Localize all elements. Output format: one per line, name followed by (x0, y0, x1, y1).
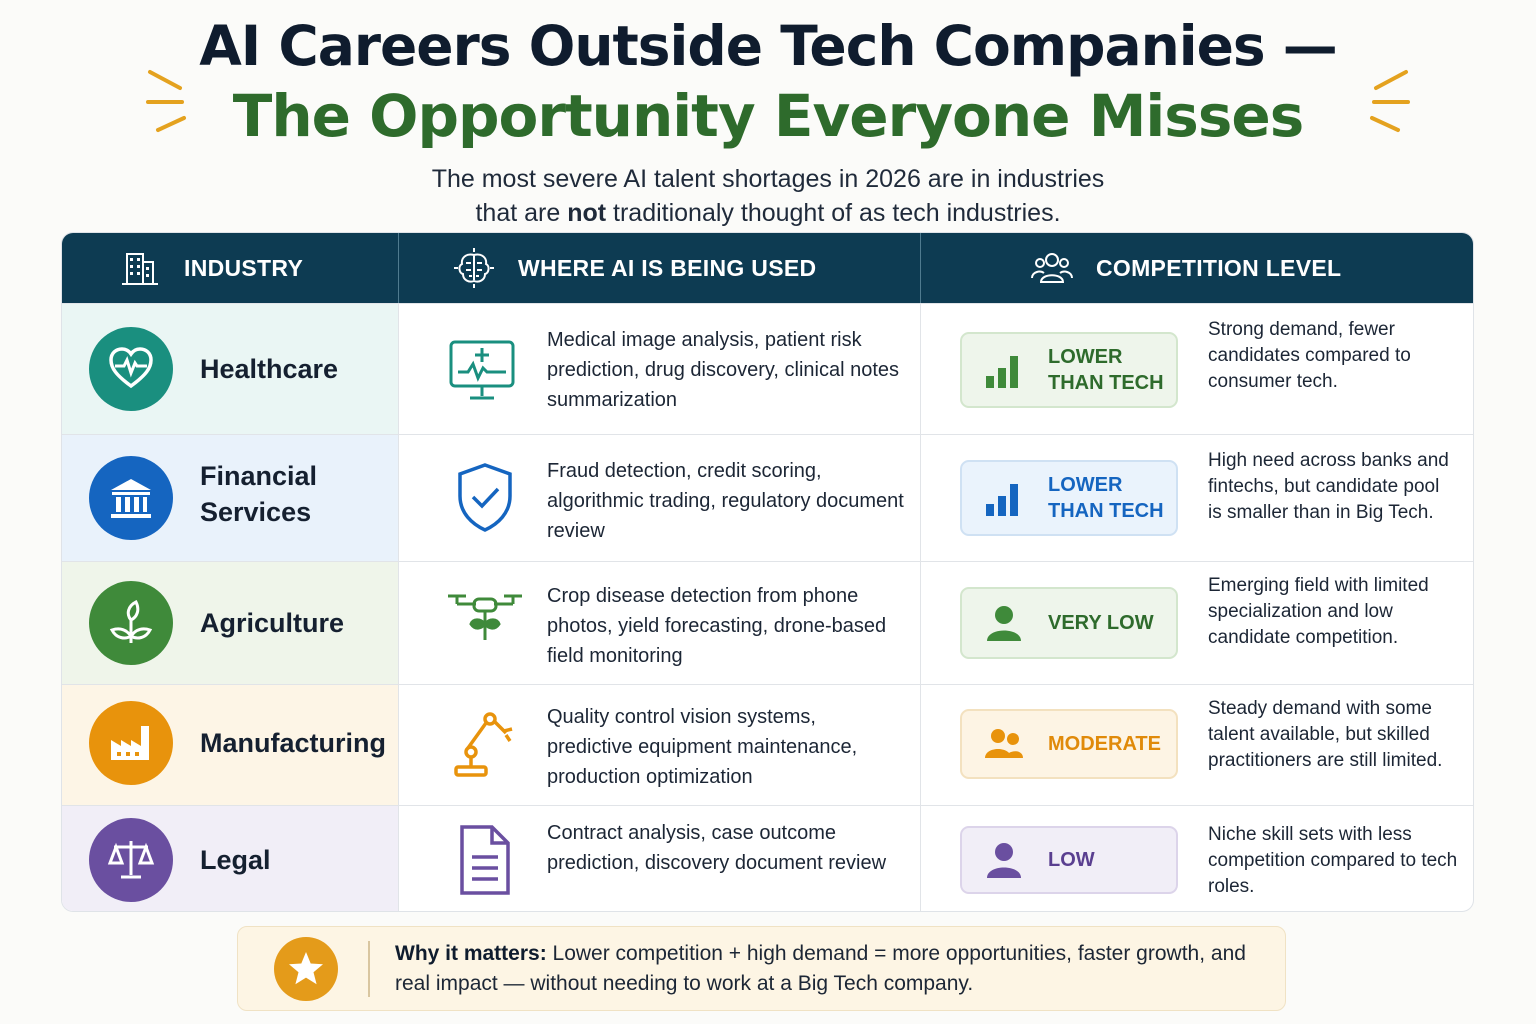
page-title-line-1: AI Careers Outside Tech Companies — (199, 14, 1338, 78)
table-row-legal: Legal Contract analysis, case outcome pr… (62, 805, 1473, 911)
header-divider (398, 233, 399, 303)
factory-icon (89, 701, 173, 785)
column-divider (920, 562, 921, 684)
why-it-matters-callout: Why it matters: Lower competition + high… (237, 926, 1286, 1011)
bar-chart-icon (986, 356, 1018, 388)
column-divider (920, 435, 921, 561)
document-icon (460, 825, 510, 895)
header-industry-label: INDUSTRY (184, 254, 304, 281)
competition-badge: LOWER THAN TECH (960, 460, 1178, 536)
column-divider (398, 562, 399, 684)
usage-text: Medical image analysis, patient risk pre… (547, 329, 900, 411)
two-people-icon (985, 729, 1023, 758)
industry-name: Manufacturing (200, 728, 386, 758)
scales-icon (89, 818, 173, 902)
bank-icon (89, 456, 173, 540)
star-icon (274, 937, 338, 1001)
callout-heading: Why it matters: (395, 942, 547, 965)
usage-text: Quality control vision systems, predicti… (547, 706, 858, 788)
heart-pulse-icon (89, 327, 173, 411)
page-title-line-2: The Opportunity Everyone Misses (232, 82, 1304, 150)
header-industry: INDUSTRY (118, 233, 303, 303)
table-row-manufacturing: Manufacturing Quality control vision sys… (62, 684, 1473, 805)
plant-icon (89, 581, 173, 665)
subtitle-line-2: that are not traditionaly thought of as … (0, 196, 1536, 230)
usage-text: Contract analysis, case outcome predicti… (547, 822, 887, 874)
sparkle-rays-right-icon (1370, 70, 1410, 132)
column-divider (920, 304, 921, 434)
subtitle: The most severe AI talent shortages in 2… (0, 162, 1536, 230)
competition-badge: VERY LOW (960, 587, 1178, 659)
competition-description: Niche skill sets with less competition c… (1208, 824, 1458, 897)
header-competition-label: COMPETITION LEVEL (1096, 254, 1342, 281)
person-icon (987, 606, 1021, 641)
table-row-financial-services: Financial Services Fraud detection, cred… (62, 434, 1473, 561)
industry-name: Agriculture (200, 608, 345, 638)
header-usage: WHERE AI IS BEING USED (452, 233, 816, 303)
subtitle-line-2-end: traditionaly thought of as tech industri… (606, 199, 1061, 227)
header-divider (920, 233, 921, 303)
competition-badge: MODERATE (960, 709, 1178, 779)
industry-name: Healthcare (200, 354, 339, 384)
competition-level: VERY LOW (1048, 612, 1154, 634)
subtitle-line-1: The most severe AI talent shortages in 2… (431, 165, 1105, 193)
competition-description: Emerging field with limited specializati… (1208, 575, 1429, 648)
subtitle-line-2-start: that are (475, 199, 568, 227)
competition-description: Steady demand with some talent available… (1208, 698, 1443, 771)
competition-badge: LOWER THAN TECH (960, 332, 1178, 408)
competition-level: LOWER THAN TECH (1048, 474, 1164, 522)
callout-body: Lower competition + high demand = more o… (395, 942, 1246, 995)
column-divider (398, 685, 399, 805)
header-usage-label: WHERE AI IS BEING USED (518, 254, 817, 281)
competition-level: MODERATE (1048, 733, 1161, 755)
table-row-agriculture: Agriculture Crop disease detection from … (62, 561, 1473, 684)
column-divider (398, 435, 399, 561)
table-row-healthcare: Healthcare Medical image analysis, patie… (62, 303, 1473, 434)
callout-divider (368, 941, 370, 997)
shield-check-icon (458, 463, 512, 532)
header-competition: COMPETITION LEVEL (1030, 233, 1341, 303)
robot-arm-icon (454, 712, 513, 777)
column-divider (398, 806, 399, 911)
sparkle-rays-left-icon (146, 70, 186, 132)
column-divider (920, 685, 921, 805)
callout-text: Why it matters: Lower competition + high… (395, 939, 1275, 999)
column-divider (920, 806, 921, 911)
bar-chart-icon (986, 484, 1018, 516)
drone-icon (448, 594, 522, 640)
industry-table: INDUSTRY WHERE AI IS BEING USED (61, 232, 1474, 912)
person-icon (987, 843, 1021, 878)
competition-description: Strong demand, fewer candidates compared… (1208, 319, 1411, 392)
usage-text: Crop disease detection from phone photos… (547, 585, 887, 667)
building-icon (122, 253, 158, 285)
industry-name: Legal (200, 845, 271, 875)
industry-name: Financial Services (200, 461, 318, 527)
competition-level: LOWER THAN TECH (1048, 346, 1164, 394)
column-divider (398, 304, 399, 434)
competition-badge: LOW (960, 826, 1178, 894)
medical-monitor-icon (449, 340, 515, 400)
usage-text: Fraud detection, credit scoring, algorit… (547, 460, 904, 542)
competition-description: High need across banks and fintechs, but… (1208, 450, 1449, 523)
people-icon (1031, 253, 1073, 283)
table-header: INDUSTRY WHERE AI IS BEING USED (62, 233, 1473, 303)
subtitle-emphasis: not (567, 199, 607, 227)
brain-chip-icon (454, 248, 494, 288)
competition-level: LOW (1048, 849, 1095, 871)
